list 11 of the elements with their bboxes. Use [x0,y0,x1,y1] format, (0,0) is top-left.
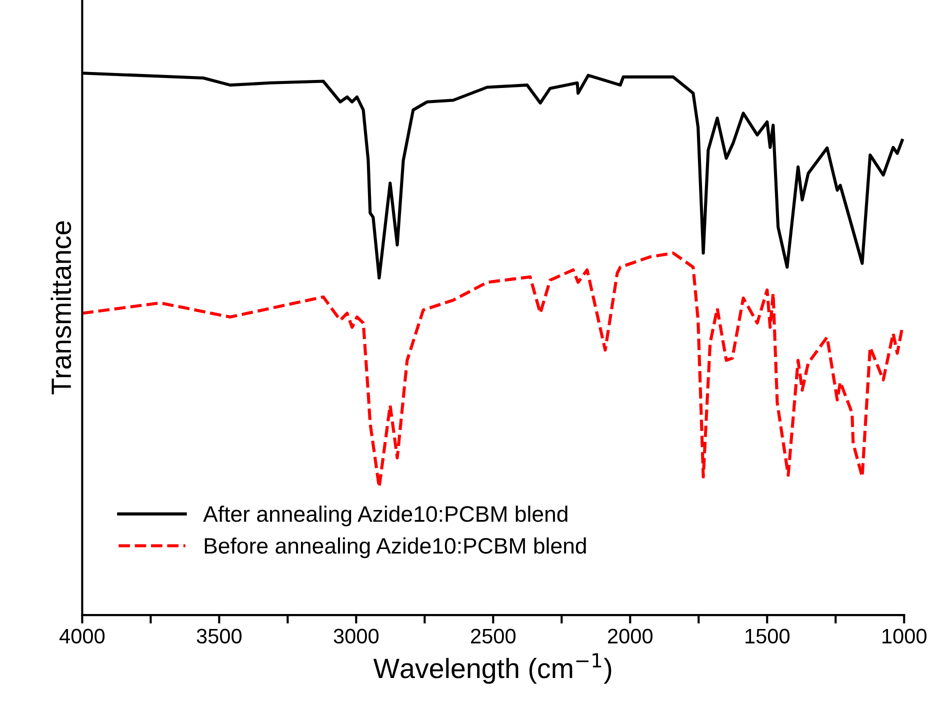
x-tick-label: 1500 [746,628,790,644]
x-tick-label: 4000 [60,628,105,644]
x-tick-label: 2000 [608,628,652,644]
legend-label: Before annealing Azide10:PCBM blend [204,537,586,558]
x-tick-label: 2500 [471,628,516,644]
x-tick-label: 1000 [882,628,926,644]
y-axis-title: Transmittance [50,221,72,394]
x-tick-label: 3000 [334,628,379,644]
legend-label: After annealing Azide10:PCBM blend [203,506,568,526]
x-axis-title: Wavelength (cm$^{−1}$) [373,653,612,684]
x-tick-label: 3500 [196,628,242,644]
